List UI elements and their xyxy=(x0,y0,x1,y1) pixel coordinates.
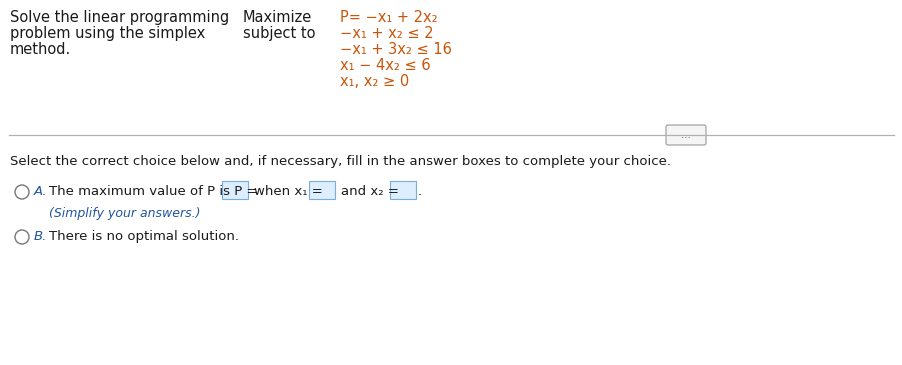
Text: Select the correct choice below and, if necessary, fill in the answer boxes to c: Select the correct choice below and, if … xyxy=(10,155,670,168)
FancyBboxPatch shape xyxy=(308,181,335,199)
Text: (Simplify your answers.): (Simplify your answers.) xyxy=(49,207,200,220)
Text: −x₁ + x₂ ≤ 2: −x₁ + x₂ ≤ 2 xyxy=(340,26,433,41)
Text: A.: A. xyxy=(34,185,48,198)
Text: −x₁ + 3x₂ ≤ 16: −x₁ + 3x₂ ≤ 16 xyxy=(340,42,451,57)
Text: and x₂ =: and x₂ = xyxy=(341,185,399,198)
FancyBboxPatch shape xyxy=(390,181,416,199)
Text: There is no optimal solution.: There is no optimal solution. xyxy=(49,230,239,243)
Text: method.: method. xyxy=(10,42,71,57)
Text: x₁ − 4x₂ ≤ 6: x₁ − 4x₂ ≤ 6 xyxy=(340,58,430,73)
Text: The maximum value of P is P =: The maximum value of P is P = xyxy=(49,185,257,198)
FancyBboxPatch shape xyxy=(666,125,705,145)
Text: subject to: subject to xyxy=(243,26,315,41)
Text: Maximize: Maximize xyxy=(243,10,312,25)
Text: B.: B. xyxy=(34,230,47,243)
Text: P= −x₁ + 2x₂: P= −x₁ + 2x₂ xyxy=(340,10,437,25)
Text: …: … xyxy=(680,130,690,140)
Text: Solve the linear programming: Solve the linear programming xyxy=(10,10,229,25)
FancyBboxPatch shape xyxy=(222,181,248,199)
Text: when x₁ =: when x₁ = xyxy=(253,185,322,198)
Text: .: . xyxy=(418,185,421,198)
Text: problem using the simplex: problem using the simplex xyxy=(10,26,205,41)
Text: x₁, x₂ ≥ 0: x₁, x₂ ≥ 0 xyxy=(340,74,409,89)
